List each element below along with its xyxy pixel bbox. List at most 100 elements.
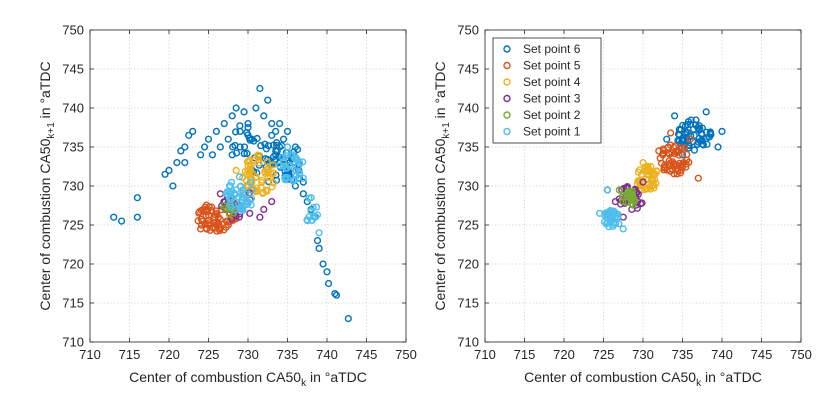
series-set-point-4: [232, 151, 288, 198]
legend-label: Set point 4: [523, 75, 581, 89]
data-point: [197, 151, 205, 159]
data-point: [673, 170, 681, 178]
data-point: [227, 203, 235, 211]
y-axis-label-text: Center of combustion CA50: [432, 138, 448, 310]
data-point: [260, 205, 268, 214]
x-tick-label: 720: [158, 347, 180, 362]
data-point: [248, 186, 256, 194]
x-tick-label: 715: [514, 347, 536, 362]
data-point: [279, 135, 288, 143]
series-set-point-6: [663, 108, 726, 159]
data-point: [224, 135, 232, 143]
data-point: [315, 229, 323, 237]
data-point: [281, 164, 290, 172]
data-point: [331, 290, 339, 298]
data-point: [227, 178, 236, 186]
data-point: [208, 151, 217, 159]
data-point: [290, 175, 299, 184]
data-point: [214, 213, 223, 221]
data-point: [212, 127, 221, 136]
data-point: [204, 135, 213, 143]
data-point: [272, 139, 281, 147]
legend-label: Set point 2: [523, 108, 581, 122]
data-point: [702, 128, 710, 136]
data-point: [263, 168, 272, 176]
data-point: [695, 122, 703, 130]
data-point: [324, 279, 333, 288]
data-point: [117, 217, 126, 225]
x-tick-label: 750: [790, 347, 812, 362]
data-point: [702, 108, 710, 116]
data-point: [290, 154, 299, 162]
data-point: [200, 143, 209, 151]
data-point: [299, 190, 307, 198]
data-point: [228, 112, 236, 120]
data-point: [678, 163, 687, 171]
data-point: [642, 185, 651, 193]
data-point: [305, 194, 313, 202]
data-point: [299, 174, 307, 182]
data-point: [261, 140, 269, 148]
x-tick-label: 730: [632, 347, 654, 362]
data-point: [619, 225, 627, 233]
data-point: [133, 213, 142, 221]
data-point: [263, 158, 271, 166]
data-point: [268, 131, 276, 139]
legend-label: Set point 5: [523, 59, 581, 73]
data-point: [244, 166, 252, 174]
x-tick-label: 715: [119, 347, 141, 362]
data-point: [628, 195, 636, 203]
data-point: [244, 162, 252, 170]
x-tick-label: 710: [79, 347, 101, 362]
data-point: [232, 149, 241, 157]
data-point: [234, 193, 243, 201]
data-point: [313, 237, 322, 245]
y-tick-label: 740: [457, 101, 479, 116]
data-point: [228, 151, 236, 159]
legend-marker: [503, 94, 511, 103]
data-point: [249, 156, 257, 165]
data-point: [189, 127, 197, 136]
data-point: [307, 207, 315, 215]
data-point: [602, 209, 610, 217]
data-point: [216, 143, 224, 151]
legend-marker: [503, 111, 511, 119]
data-point: [684, 144, 693, 152]
legend-label: Set point 3: [523, 92, 581, 106]
data-point: [252, 173, 260, 181]
series-set-point-5: [194, 201, 244, 235]
data-point: [676, 169, 685, 177]
data-point: [244, 119, 252, 128]
data-point: [260, 112, 268, 120]
data-point: [257, 183, 265, 191]
data-point: [625, 187, 633, 195]
y-tick-label: 715: [62, 296, 84, 311]
data-point: [207, 206, 216, 214]
y-axis-label-text: Center of combustion CA50: [37, 138, 53, 310]
data-point: [194, 217, 202, 225]
data-point: [686, 135, 695, 143]
data-point: [609, 209, 617, 217]
data-point: [220, 205, 229, 213]
data-point: [626, 194, 635, 202]
data-point: [293, 145, 302, 154]
data-point: [313, 211, 322, 219]
data-point: [243, 149, 251, 158]
data-point: [232, 128, 240, 136]
data-point: [181, 143, 189, 151]
data-point: [235, 173, 244, 181]
data-point: [261, 167, 269, 176]
series-set-point-4: [631, 159, 661, 194]
data-point: [294, 162, 302, 170]
data-point: [177, 147, 185, 155]
y-tick-label: 735: [457, 140, 479, 155]
data-point: [213, 222, 221, 230]
data-point: [638, 199, 646, 207]
data-point: [284, 149, 292, 157]
legend-marker: [503, 78, 511, 86]
series-set-point-1: [222, 143, 323, 237]
data-point: [240, 143, 249, 151]
data-point: [308, 216, 316, 225]
data-point: [244, 198, 253, 206]
data-point: [165, 166, 173, 175]
